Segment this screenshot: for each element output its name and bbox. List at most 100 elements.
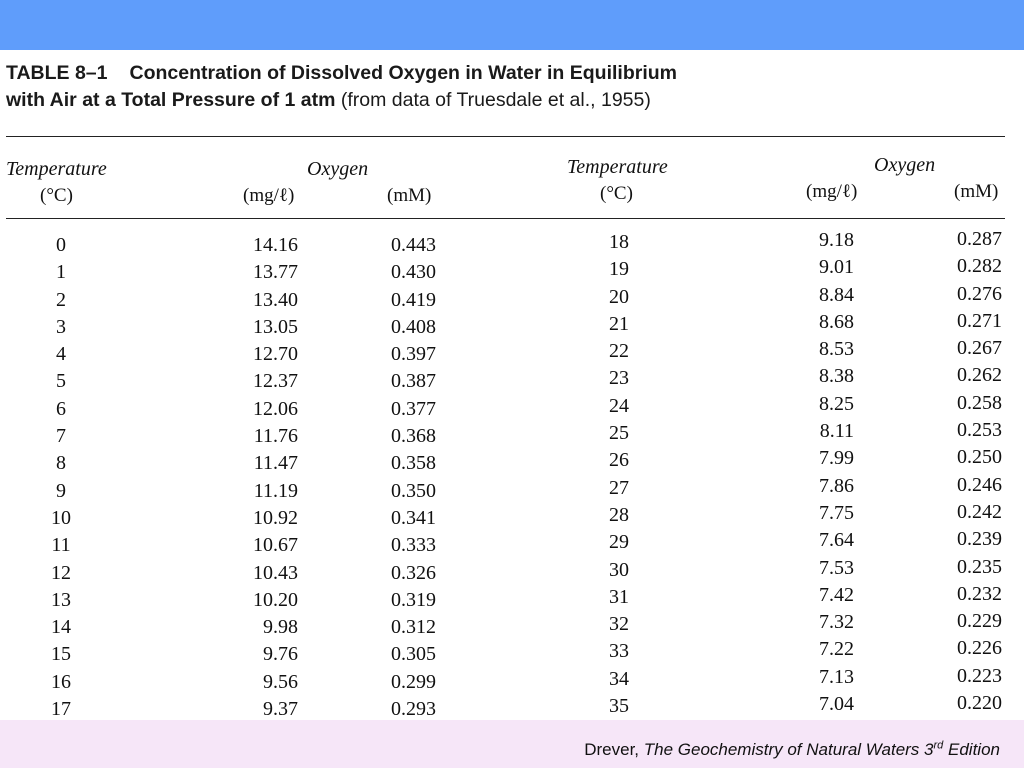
right-mgl-cell: 8.25 [819,392,854,415]
right-temperature-cell: 21 [609,312,629,335]
caption-title-2: with Air at a Total Pressure of 1 atm [6,89,336,111]
left-mgl-cell: 11.19 [253,479,298,502]
credit-author: Drever, [584,740,640,759]
right-mm-cell: 0.271 [957,309,1002,332]
left-temperature-cell: 4 [56,343,66,366]
left-temperature-header: Temperature [6,158,107,180]
right-temperature-cell: 27 [609,476,629,499]
right-mgl-cell: 7.42 [819,583,854,606]
right-mgl-unit: (mg/ℓ) [806,181,858,202]
left-mgl-cell: 12.70 [253,343,298,366]
right-mm-cell: 0.235 [957,555,1002,578]
right-mgl-cell: 8.84 [819,283,854,306]
left-temperature-cell: 3 [56,315,66,338]
right-mgl-cell: 7.04 [819,693,854,716]
left-temperature-cell: 0 [56,234,66,256]
right-mm-cell: 0.239 [957,528,1002,551]
left-mm-cell: 0.293 [391,698,436,721]
right-temperature-cell: 34 [609,667,629,690]
right-temperature-column: 18 19 20 21 22 23 24 25 26 27 28 29 30 31 32 33 34 35 [588,229,650,720]
left-mm-cell: 0.305 [391,643,436,666]
left-mm-cell: 0.419 [391,288,436,311]
right-mgl-cell: 9.18 [819,229,854,251]
left-temperature-cell: 14 [51,616,71,639]
right-mgl-cell: 7.32 [819,611,854,634]
right-mm-cell: 0.276 [957,282,1002,305]
left-temperature-cell: 17 [51,698,71,721]
right-temperature-cell: 26 [609,449,629,472]
right-temperature-cell: 19 [609,258,629,281]
left-mm-cell: 0.368 [391,425,436,448]
left-mgl-column: 14.16 13.77 13.40 13.05 12.70 12.37 12.06 11.76… [230,232,298,723]
left-mm-cell: 0.312 [391,616,436,639]
right-mm-cell: 0.223 [957,664,1002,687]
left-temperature-cell: 2 [56,288,66,311]
credit-edition-sup: rd [933,739,944,752]
right-temperature-cell: 28 [609,503,629,526]
right-mgl-cell: 8.68 [819,310,854,333]
right-mgl-cell: 7.53 [819,556,854,579]
right-temperature-cell: 31 [609,585,629,608]
left-mm-cell: 0.319 [391,588,436,611]
caption-title-1: Concentration of Dissolved Oxygen in Wat… [129,62,678,84]
right-temperature-cell: 24 [609,394,629,417]
right-mm-cell: 0.246 [957,473,1002,496]
right-mgl-cell: 7.75 [819,501,854,524]
left-mgl-cell: 12.37 [253,370,298,393]
left-mm-cell: 0.443 [391,234,436,256]
right-mgl-cell: 8.11 [819,420,854,443]
left-mgl-cell: 9.98 [263,616,298,639]
left-mm-cell: 0.408 [391,315,436,338]
right-mm-cell: 0.287 [957,228,1002,250]
left-mm-cell: 0.358 [391,452,436,475]
left-mgl-cell: 9.56 [263,670,298,693]
right-mgl-cell: 7.13 [819,665,854,688]
left-mm-cell: 0.341 [391,506,436,529]
top-rule [6,136,1005,137]
left-temperature-cell: 12 [51,561,71,584]
right-temperature-cell: 35 [609,695,629,718]
right-temperature-header: Temperature [567,156,668,178]
left-mgl-cell: 10.20 [253,588,298,611]
left-temperature-column: 0 1 2 3 4 5 6 7 8 9 10 11 12 13 14 15 16 17 [30,232,92,723]
right-oxygen-header: Oxygen [874,154,936,176]
right-mm-unit: (mM) [954,181,999,202]
right-mm-cell: 0.220 [957,692,1002,715]
left-mm-cell: 0.430 [391,261,436,284]
left-temperature-cell: 1 [56,261,66,284]
right-mgl-cell: 7.22 [819,638,854,661]
left-temperature-cell: 8 [56,452,66,475]
right-mm-cell: 0.258 [957,391,1002,414]
left-mgl-cell: 10.43 [253,561,298,584]
left-mm-column: 0.443 0.430 0.419 0.408 0.397 0.387 0.377 0.368… [372,232,436,723]
left-temperature-cell: 10 [51,506,71,529]
left-mm-cell: 0.326 [391,561,436,584]
left-temperature-cell: 15 [51,643,71,666]
left-mgl-cell: 13.77 [253,261,298,284]
right-temp-unit: (°C) [600,183,633,204]
source-credit: Drever, The Geochemistry of Natural Wate… [584,740,1000,760]
left-mm-cell: 0.397 [391,343,436,366]
left-mgl-cell: 10.92 [253,506,298,529]
left-mgl-cell: 11.47 [253,452,298,475]
right-mm-cell: 0.253 [957,419,1002,442]
right-temperature-cell: 33 [609,640,629,663]
left-temperature-cell: 16 [51,670,71,693]
left-temperature-cell: 6 [56,397,66,420]
right-mm-cell: 0.226 [957,637,1002,660]
right-temperature-cell: 22 [609,340,629,363]
right-temperature-cell: 23 [609,367,629,390]
caption-line-1: TABLE 8–1 Concentration of Dissolved Oxyg… [6,60,1006,87]
left-mgl-cell: 9.37 [263,698,298,721]
left-mm-cell: 0.333 [391,534,436,557]
left-temperature-cell: 13 [51,588,71,611]
left-mgl-cell: 14.16 [253,234,298,256]
right-temperature-cell: 18 [609,231,629,253]
left-mgl-cell: 9.76 [263,643,298,666]
credit-edition-word: Edition [948,740,1000,759]
right-mm-cell: 0.232 [957,582,1002,605]
table-caption: TABLE 8–1 Concentration of Dissolved Oxyg… [6,60,1006,114]
left-temperature-cell: 7 [56,425,66,448]
left-oxygen-header: Oxygen [307,158,369,180]
right-mgl-cell: 9.01 [819,256,854,279]
